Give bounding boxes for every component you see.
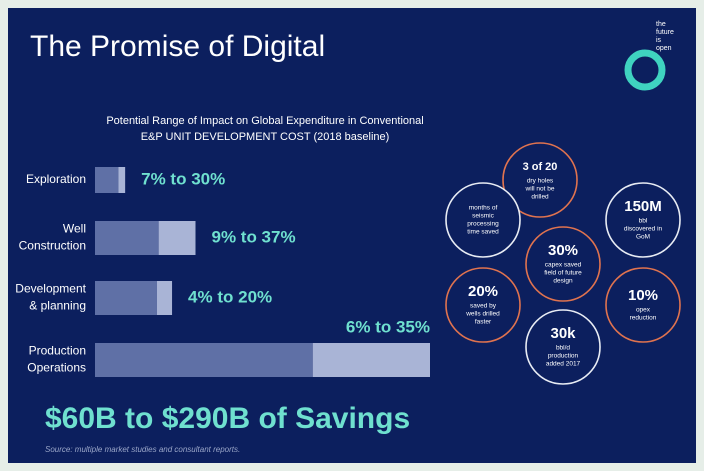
source: Source: multiple market studies and cons… [45, 445, 240, 454]
bar-high [312, 343, 430, 377]
bar-low [95, 167, 119, 193]
highlight-ring [605, 182, 681, 258]
bar-high [158, 221, 196, 255]
highlight-headline: 3 of 20 [523, 161, 558, 173]
highlight-headline: 150M [624, 198, 662, 215]
highlight-text: bbl [639, 218, 648, 225]
highlight-text: bbl/d [556, 345, 570, 352]
logo-text: the [656, 21, 666, 28]
logo-text: is [656, 37, 662, 44]
highlight-text: production [548, 353, 579, 360]
summary: $60B to $290B of Savings [45, 402, 410, 435]
highlight-text: added 2017 [546, 361, 581, 368]
category-label: & planning [29, 299, 86, 313]
category-label: Exploration [26, 172, 86, 186]
slide-title: The Promise of Digital [30, 30, 325, 63]
highlight-headline: 30% [548, 242, 578, 259]
range-label: 4% to 20% [188, 287, 272, 306]
highlight-ring [605, 267, 681, 343]
range-label: 6% to 35% [346, 317, 430, 336]
category-label: Production [29, 344, 86, 358]
highlight-ring [525, 226, 601, 302]
logo-text: future [656, 29, 674, 36]
bar-low [95, 221, 159, 255]
highlight-text: field of future [544, 270, 582, 277]
logo-text: open [656, 45, 672, 52]
bar-low [95, 281, 157, 315]
highlight-text: wells drilled [465, 311, 500, 318]
highlight-text: GoM [636, 234, 650, 241]
highlight-headline: 30k [550, 325, 576, 342]
category-label: Operations [27, 361, 86, 375]
highlight-text: design [553, 278, 573, 285]
highlight-text: saved by [470, 303, 497, 310]
highlight-text: time saved [467, 229, 499, 236]
highlight-text: drilled [531, 194, 549, 201]
chart-title: E&P UNIT DEVELOPMENT COST (2018 baseline… [141, 131, 390, 143]
highlight-ring [502, 142, 578, 218]
highlight-text: reduction [630, 315, 657, 322]
highlight-ring [445, 267, 521, 343]
highlight-text: capex saved [545, 262, 582, 269]
highlight-text: opex [636, 307, 651, 314]
highlight-text: seismic [472, 213, 494, 220]
highlight-text: faster [475, 319, 492, 326]
chart-title: Potential Range of Impact on Global Expe… [106, 115, 423, 127]
highlight-headline: 10% [628, 287, 658, 304]
bar-low [95, 343, 313, 377]
range-label: 7% to 30% [141, 169, 225, 188]
highlight-text: dry holes [527, 178, 554, 185]
highlight-headline: 20% [468, 283, 498, 300]
bar-high [156, 281, 173, 315]
highlight-ring [445, 182, 521, 258]
bar-high [118, 167, 126, 193]
highlight-ring [525, 309, 601, 385]
highlight-text: will not be [525, 186, 555, 193]
range-label: 9% to 37% [212, 227, 296, 246]
category-label: Well [63, 222, 86, 236]
highlight-text: processing [467, 221, 499, 228]
highlight-text: months of [469, 205, 498, 212]
highlight-text: discovered in [624, 226, 663, 233]
category-label: Development [15, 282, 86, 296]
category-label: Construction [19, 239, 86, 253]
logo-ring [624, 49, 666, 91]
